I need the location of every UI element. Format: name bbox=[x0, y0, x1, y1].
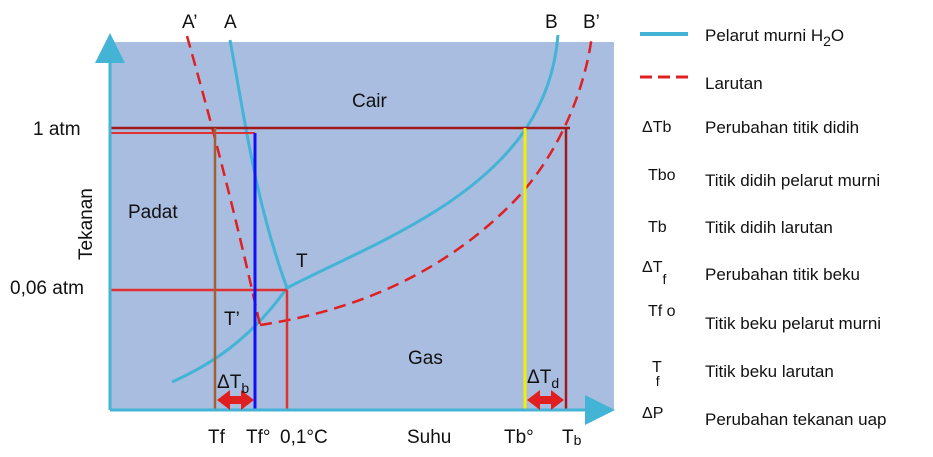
vapor-curve-solution bbox=[259, 34, 594, 327]
fusion-curve-solution bbox=[185, 35, 262, 326]
label-a-prime: A’ bbox=[182, 12, 197, 33]
legend-delta-p-text: Perubahan tekanan uap bbox=[705, 410, 887, 429]
delta-tb-label: ΔTd bbox=[527, 367, 559, 391]
delta-tf-arrow bbox=[217, 390, 254, 410]
legend-tb0-text: Titik didih pelarut murni bbox=[705, 171, 880, 190]
label-b-prime: B’ bbox=[583, 12, 600, 33]
x-tick-tf: Tf bbox=[208, 427, 226, 448]
legend-delta-tb-text: Perubahan titik didih bbox=[705, 118, 859, 137]
region-liquid: Cair bbox=[352, 91, 388, 112]
x-axis-title: Suhu bbox=[407, 427, 451, 448]
x-tick-tb: Tb bbox=[562, 427, 582, 448]
region-gas: Gas bbox=[408, 348, 443, 369]
legend-tf0-symbol: Tf o bbox=[648, 303, 676, 320]
legend-delta-tf-symbol: ΔTf bbox=[642, 259, 666, 287]
legend: Pelarut murni H2O Larutan ΔTb Perubahan … bbox=[640, 26, 887, 429]
sublimation-curve-pure bbox=[171, 287, 289, 384]
legend-tf-text: Titik beku larutan bbox=[705, 362, 834, 381]
legend-delta-p-symbol: ΔP bbox=[642, 405, 663, 422]
delta-tb-arrow bbox=[527, 390, 564, 410]
decorative-wedge bbox=[150, 418, 285, 457]
y-axis-title: Tekanan bbox=[76, 188, 97, 260]
plot-area bbox=[110, 42, 614, 410]
x-tick-tb0: Tb° bbox=[504, 427, 534, 448]
triple-point-label: T bbox=[296, 251, 308, 272]
delta-tf-label: ΔTb bbox=[217, 372, 249, 396]
triple-point-prime-label: T’ bbox=[224, 309, 240, 330]
legend-tb-text: Titik didih larutan bbox=[705, 218, 833, 237]
legend-delta-tf-text: Perubahan titik beku bbox=[705, 265, 860, 284]
x-tick-01c: 0,1°C bbox=[280, 427, 328, 448]
label-b: B bbox=[545, 12, 558, 33]
legend-solution-text: Larutan bbox=[705, 74, 763, 93]
y-tick-006atm: 0,06 atm bbox=[10, 278, 84, 299]
label-a: A bbox=[224, 12, 237, 33]
y-tick-1atm: 1 atm bbox=[33, 119, 81, 140]
legend-tf0-text: Titik beku pelarut murni bbox=[705, 314, 881, 333]
fusion-curve-pure bbox=[228, 39, 289, 289]
legend-tb0-symbol: Tbo bbox=[648, 167, 676, 184]
region-solid: Padat bbox=[128, 202, 178, 223]
x-tick-tf0: Tf° bbox=[246, 427, 270, 448]
vapor-curve-pure bbox=[286, 34, 560, 290]
legend-delta-tb-symbol: ΔTb bbox=[642, 119, 671, 136]
legend-tb-symbol: Tb bbox=[648, 219, 667, 236]
legend-pure-solvent-text: Pelarut murni H2O bbox=[705, 26, 844, 49]
